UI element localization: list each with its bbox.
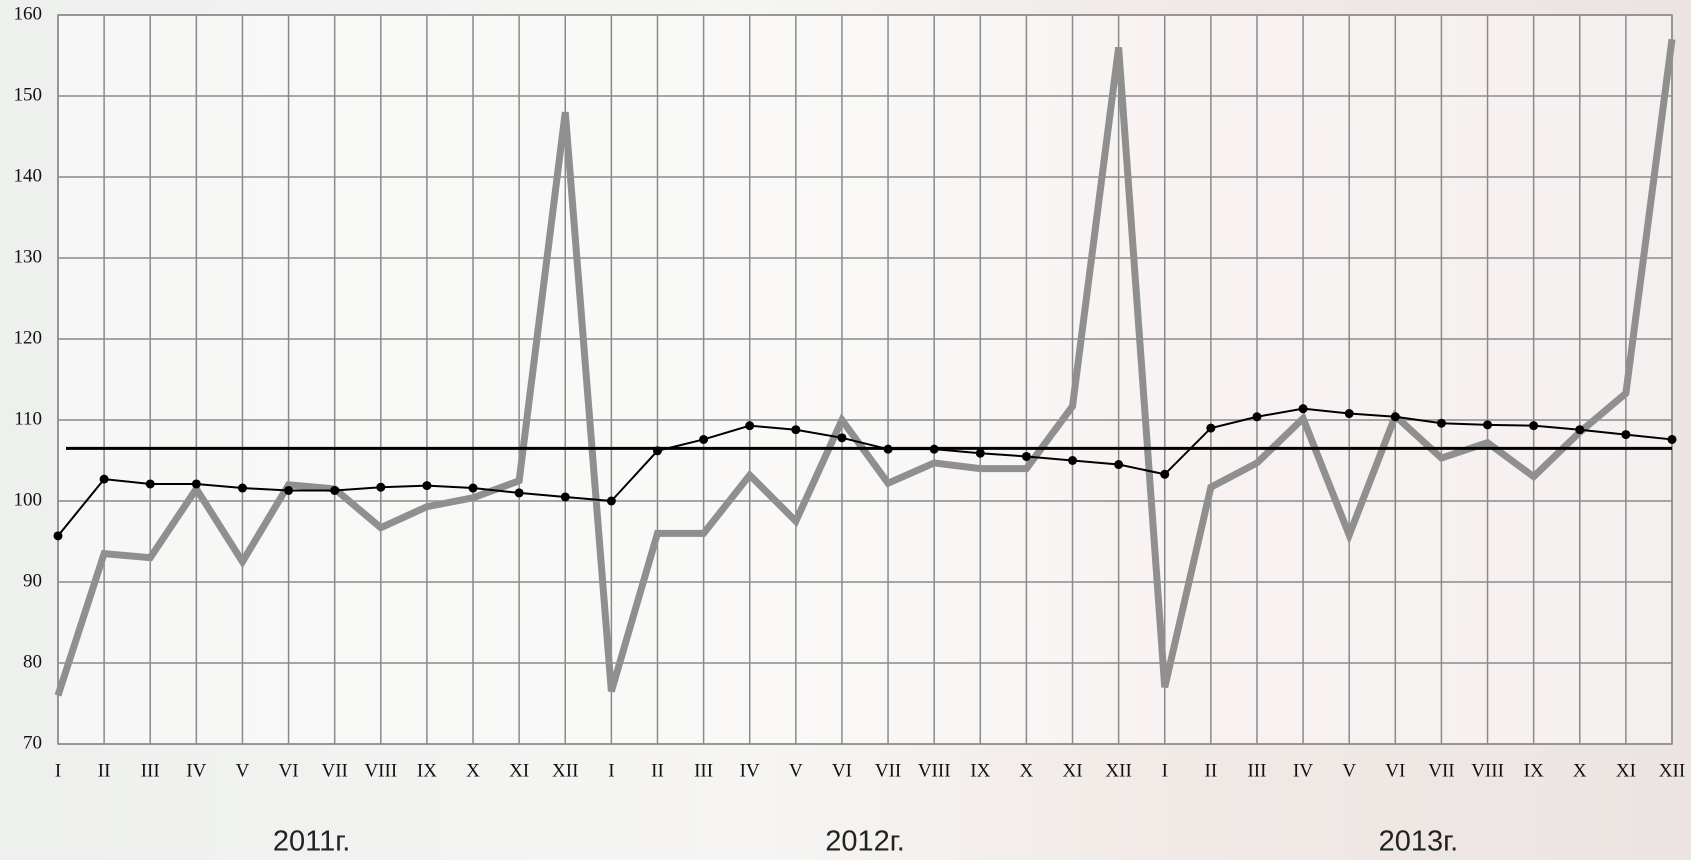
point (468, 483, 478, 493)
point (791, 425, 801, 435)
plot-area (57, 14, 1673, 745)
y-tick-label: 80 (23, 651, 42, 672)
point (1160, 469, 1170, 479)
point (1068, 456, 1078, 465)
point (145, 479, 155, 489)
y-tick-label: 140 (14, 165, 43, 186)
year-label: 2013г. (1379, 826, 1459, 858)
point (1344, 409, 1354, 419)
x-tick-label: IV (740, 760, 760, 781)
y-tick-label: 90 (23, 570, 42, 591)
x-tick-label: XII (552, 760, 578, 781)
x-tick-label: XI (1616, 760, 1636, 781)
x-tick-label: VI (279, 760, 299, 781)
point (1114, 460, 1124, 470)
x-tick-label: XI (509, 760, 529, 781)
x-tick-label: III (694, 760, 713, 781)
x-tick-label: VIII (918, 760, 951, 781)
y-tick-label: 160 (14, 3, 43, 24)
point (1483, 420, 1493, 430)
x-tick-label: VII (875, 760, 901, 781)
x-tick-label: V (789, 760, 803, 781)
point (237, 483, 247, 493)
year-label: 2012г. (825, 826, 905, 858)
x-tick-label: IX (970, 760, 990, 781)
x-tick-label: XI (1062, 760, 1082, 781)
point (560, 492, 570, 502)
y-tick-label: 100 (14, 489, 43, 510)
x-tick-label: V (236, 760, 250, 781)
point (1667, 434, 1677, 444)
point (745, 421, 755, 431)
y-tick-label: 110 (14, 408, 42, 429)
x-tick-label: IV (1293, 760, 1313, 781)
y-tick-label: 130 (14, 246, 43, 267)
point (1206, 423, 1216, 433)
x-tick-label: IV (186, 760, 206, 781)
x-tick-label: I (55, 760, 61, 781)
point (1298, 404, 1308, 414)
y-tick-label: 120 (14, 327, 43, 348)
point (1252, 412, 1262, 422)
point (422, 481, 432, 491)
point (514, 488, 524, 498)
point (699, 434, 709, 444)
x-tick-label: VI (832, 760, 852, 781)
y-tick-label: 150 (14, 84, 43, 105)
point (1621, 430, 1631, 440)
point (1529, 421, 1539, 431)
point (975, 448, 985, 458)
point (1436, 418, 1446, 428)
point (53, 531, 63, 541)
series-line (57, 407, 1673, 537)
point (99, 474, 109, 484)
x-tick-label: VII (1428, 760, 1454, 781)
point (376, 482, 386, 492)
year-label: 2011г. (273, 826, 350, 858)
x-tick-label: III (141, 760, 160, 781)
y-tick-label: 70 (23, 732, 42, 753)
x-tick-label: X (466, 760, 480, 781)
x-tick-label: V (1342, 760, 1356, 781)
x-tick-label: II (1205, 760, 1218, 781)
x-tick-label: X (1020, 760, 1034, 781)
point (330, 485, 340, 495)
x-tick-label: IX (417, 760, 437, 781)
x-tick-label: II (651, 760, 664, 781)
x-tick-label: X (1573, 760, 1587, 781)
point (1021, 451, 1031, 461)
x-tick-label: VI (1385, 760, 1405, 781)
x-tick-label: XII (1105, 760, 1131, 781)
point (837, 433, 847, 443)
point (191, 479, 201, 489)
point (284, 485, 294, 495)
point (606, 496, 616, 506)
x-tick-label: II (98, 760, 111, 781)
x-tick-label: XII (1659, 760, 1685, 781)
point (1575, 425, 1585, 435)
series-line (54, 38, 1676, 697)
x-tick-label: VIII (364, 760, 397, 781)
point (1390, 412, 1400, 422)
x-tick-label: VII (321, 760, 347, 781)
x-tick-label: III (1247, 760, 1266, 781)
x-tick-label: IX (1524, 760, 1544, 781)
x-tick-label: VIII (1471, 760, 1504, 781)
x-tick-label: I (608, 760, 614, 781)
x-tick-label: I (1162, 760, 1168, 781)
